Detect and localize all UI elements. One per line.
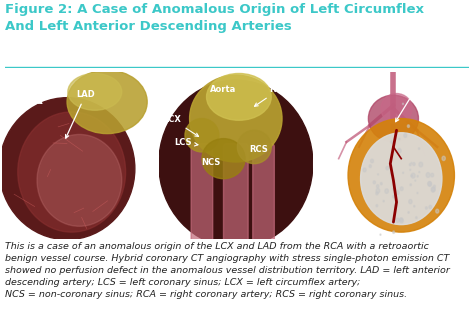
Ellipse shape [380,234,381,235]
Ellipse shape [368,95,419,142]
Ellipse shape [428,182,432,186]
Ellipse shape [371,159,374,163]
Ellipse shape [426,173,430,177]
Ellipse shape [159,80,313,247]
Ellipse shape [380,182,382,185]
Ellipse shape [383,200,384,202]
Ellipse shape [376,188,380,193]
Ellipse shape [398,149,401,153]
Text: B: B [164,222,172,232]
Ellipse shape [431,173,434,177]
FancyBboxPatch shape [224,144,248,242]
Ellipse shape [436,209,439,213]
Ellipse shape [410,184,411,186]
Ellipse shape [0,98,135,240]
FancyBboxPatch shape [191,144,213,242]
Ellipse shape [392,231,394,233]
Ellipse shape [376,192,378,195]
Ellipse shape [378,174,379,175]
Ellipse shape [207,73,271,120]
Ellipse shape [417,192,418,194]
Text: C: C [320,222,328,232]
Ellipse shape [415,180,416,181]
Ellipse shape [391,141,393,143]
Ellipse shape [396,190,399,195]
Ellipse shape [426,207,428,209]
Ellipse shape [414,205,415,207]
Ellipse shape [237,130,271,164]
Text: RCA: RCA [255,85,289,106]
Text: Figure 2: A Case of Anomalous Origin of Left Circumflex
And Left Anterior Descen: Figure 2: A Case of Anomalous Origin of … [5,3,424,33]
Text: LCX: LCX [164,115,199,136]
Ellipse shape [431,187,435,192]
Ellipse shape [442,156,446,161]
Ellipse shape [409,199,412,204]
Text: RCA: RCA [396,85,425,122]
Ellipse shape [428,181,431,186]
Text: RCS: RCS [249,145,268,154]
Ellipse shape [399,138,400,140]
Ellipse shape [369,165,371,168]
Ellipse shape [400,218,403,221]
Ellipse shape [376,205,378,207]
Ellipse shape [396,218,399,222]
Ellipse shape [407,125,410,128]
Ellipse shape [373,181,375,184]
Ellipse shape [185,119,219,152]
Ellipse shape [408,212,409,213]
Ellipse shape [376,185,379,188]
Ellipse shape [404,134,407,137]
Ellipse shape [363,168,366,172]
Ellipse shape [386,166,389,170]
Ellipse shape [18,112,126,232]
Ellipse shape [361,133,442,224]
Ellipse shape [432,187,435,192]
Ellipse shape [202,139,245,179]
Text: RCA: RCA [6,85,42,103]
Ellipse shape [381,94,412,124]
Ellipse shape [400,187,403,191]
Ellipse shape [392,195,395,198]
Text: NCS: NCS [201,158,221,167]
Ellipse shape [190,75,282,162]
Ellipse shape [419,172,420,173]
Ellipse shape [391,173,392,175]
Ellipse shape [410,169,411,170]
Text: This is a case of an anomalous origin of the LCX and LAD from the RCA with a ret: This is a case of an anomalous origin of… [5,242,449,299]
Ellipse shape [68,73,122,110]
Text: Aorta: Aorta [210,85,237,94]
Ellipse shape [417,175,418,177]
Ellipse shape [433,185,436,188]
Text: A: A [7,222,16,232]
Ellipse shape [393,188,395,190]
Ellipse shape [385,189,388,193]
Ellipse shape [37,134,122,226]
Ellipse shape [402,103,403,105]
Ellipse shape [67,70,147,134]
Text: LAD: LAD [65,90,95,138]
Ellipse shape [411,173,415,178]
Ellipse shape [392,150,393,151]
FancyBboxPatch shape [253,144,274,242]
Ellipse shape [416,217,417,218]
Ellipse shape [394,205,397,208]
Ellipse shape [411,162,412,163]
Ellipse shape [348,119,455,232]
Ellipse shape [419,162,423,167]
Text: LCS: LCS [174,138,198,147]
Ellipse shape [413,162,415,166]
Ellipse shape [400,218,403,223]
Ellipse shape [403,172,404,173]
Ellipse shape [429,205,432,209]
Ellipse shape [411,175,412,177]
Ellipse shape [410,164,411,166]
